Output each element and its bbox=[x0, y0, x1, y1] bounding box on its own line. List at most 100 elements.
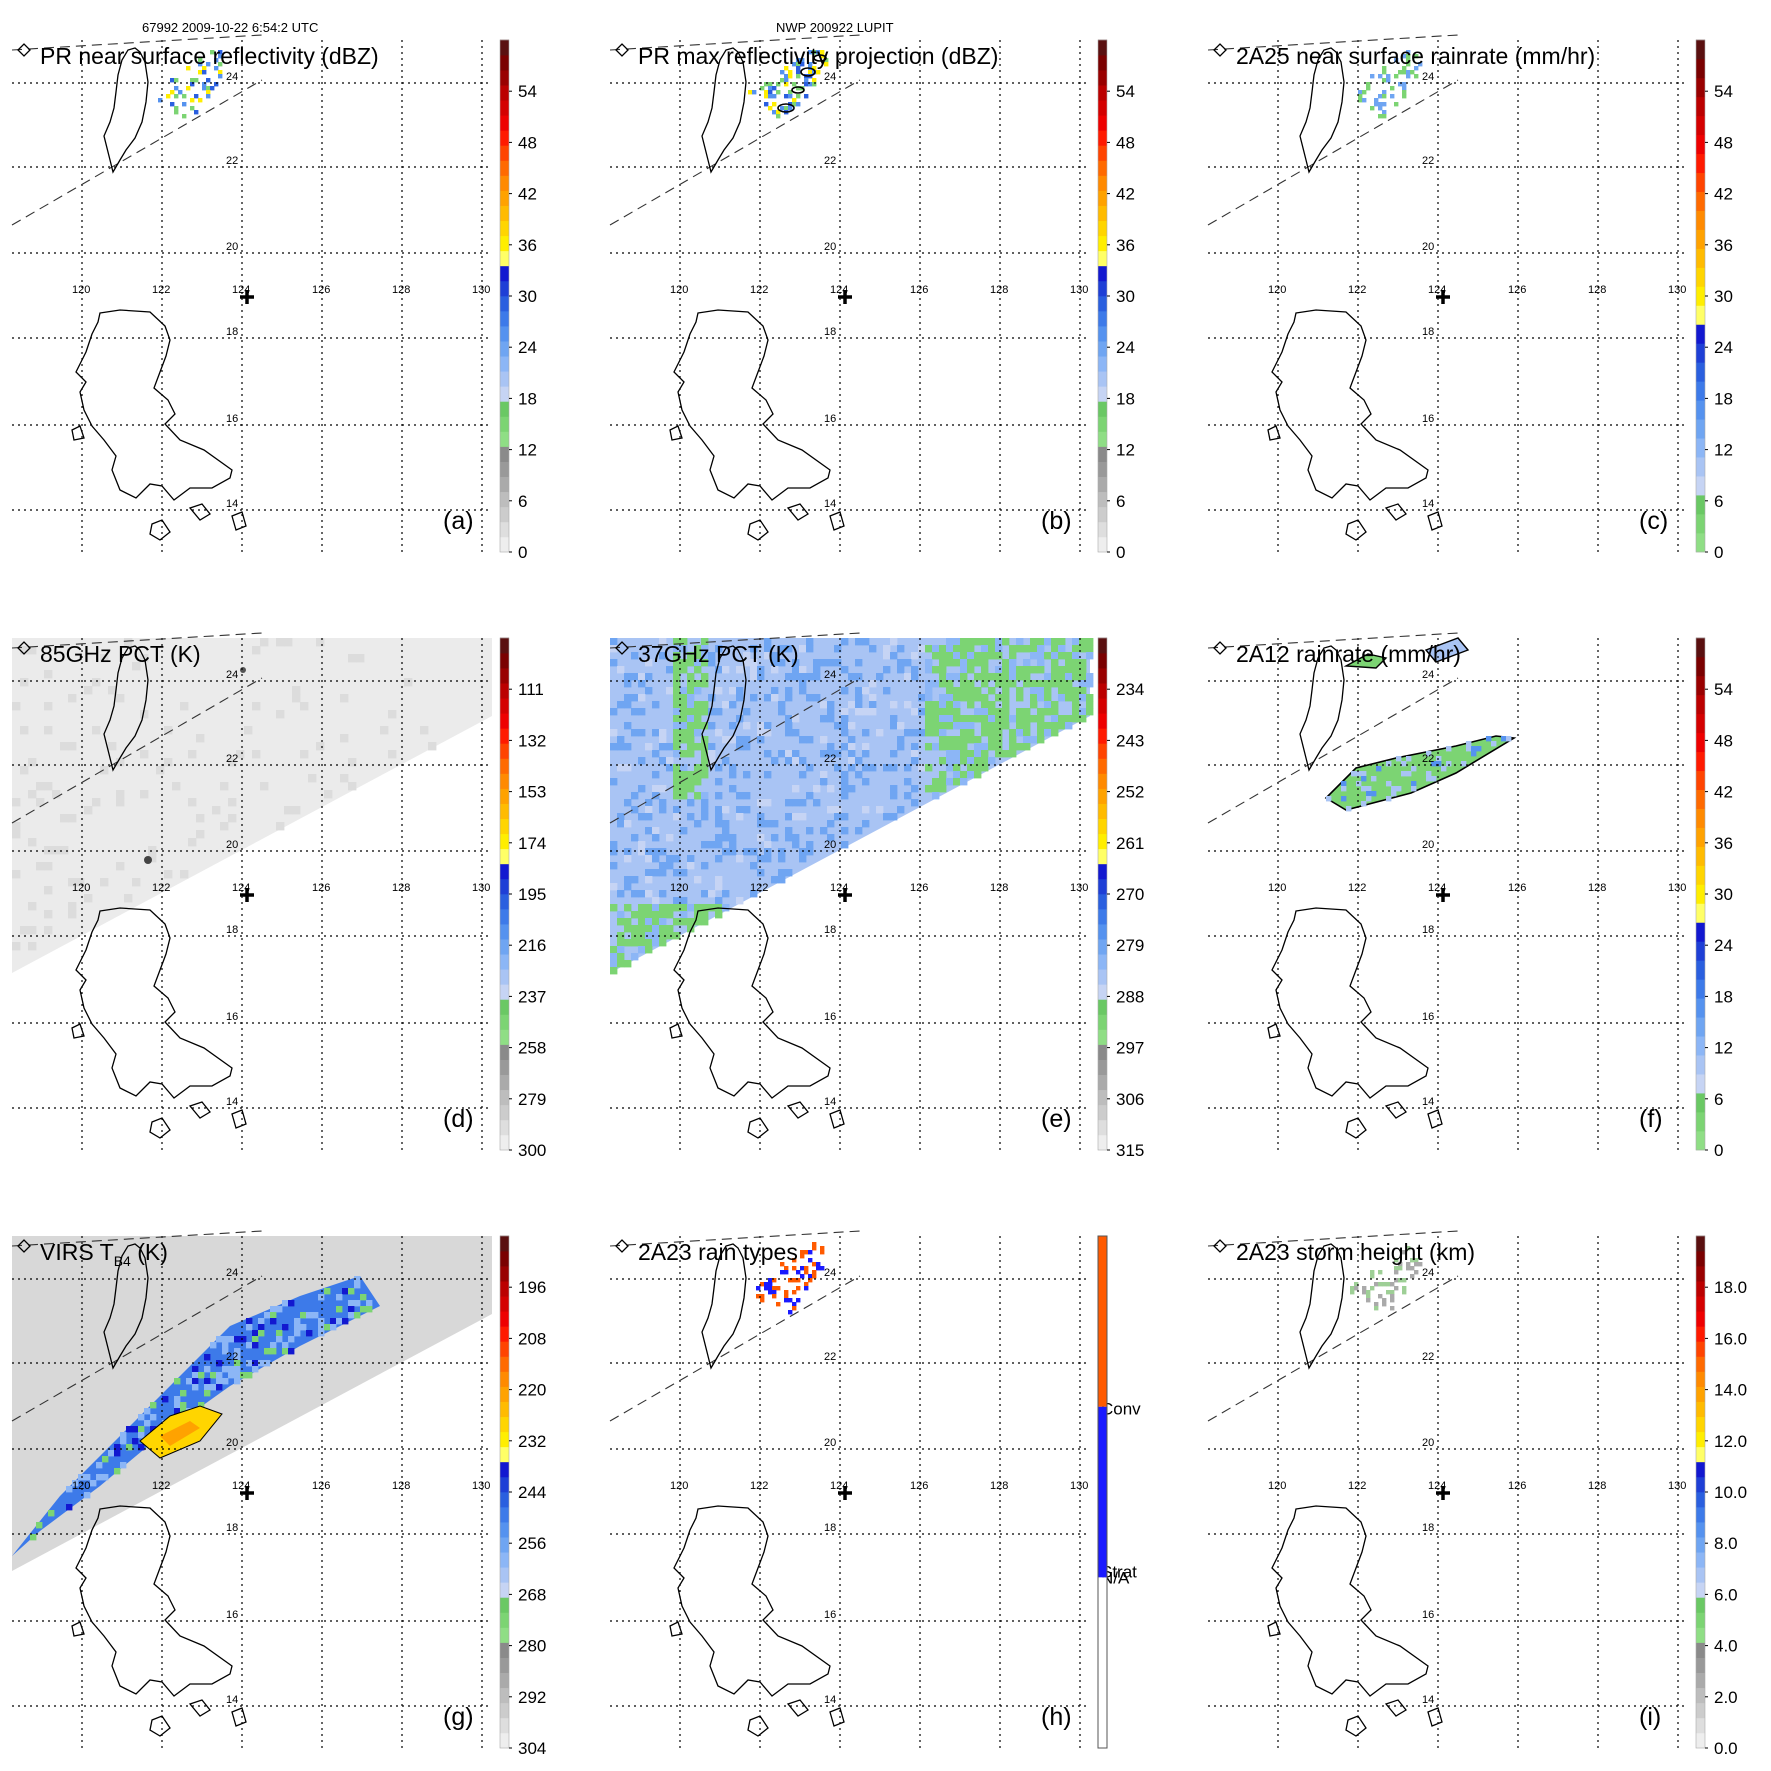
lat-label-24: 24 bbox=[226, 669, 238, 681]
data-cell bbox=[960, 729, 968, 737]
data-cell bbox=[1390, 1306, 1395, 1311]
colorbar-segment-29 bbox=[500, 99, 509, 116]
data-cell bbox=[939, 701, 947, 709]
data-cell bbox=[981, 757, 989, 765]
data-cell bbox=[981, 638, 989, 646]
data-cell bbox=[1382, 94, 1387, 99]
colorbar-label-9: 111 bbox=[518, 680, 544, 699]
lon-label-128: 128 bbox=[392, 882, 410, 894]
data-cell bbox=[799, 687, 807, 695]
colorbar-segment-24 bbox=[1098, 175, 1107, 191]
lat-label-20: 20 bbox=[1422, 839, 1434, 851]
colorbar-label-6: 36 bbox=[518, 236, 537, 255]
data-cell bbox=[960, 666, 968, 674]
lon-label-128: 128 bbox=[990, 284, 1008, 296]
colorbar-segment-21 bbox=[500, 818, 509, 835]
colorbar-segment-26 bbox=[1696, 39, 1705, 60]
data-cell bbox=[764, 855, 772, 863]
island-coastline-1 bbox=[786, 1101, 809, 1119]
data-cell bbox=[1361, 776, 1367, 782]
data-cell bbox=[216, 1378, 223, 1385]
data-cell bbox=[645, 890, 653, 898]
data-cell bbox=[776, 82, 781, 87]
lat-label-24: 24 bbox=[824, 1267, 836, 1279]
luzon-coastline bbox=[673, 309, 831, 501]
data-cell bbox=[28, 838, 37, 847]
data-cell bbox=[808, 1274, 813, 1279]
data-cell bbox=[1079, 638, 1087, 646]
data-cell bbox=[834, 750, 842, 758]
island-coastline-3 bbox=[71, 1621, 85, 1637]
data-cell bbox=[995, 708, 1003, 716]
data-cell bbox=[694, 918, 702, 926]
data-cell bbox=[785, 799, 793, 807]
data-cell bbox=[126, 1426, 133, 1433]
lat-label-18: 18 bbox=[1422, 1522, 1434, 1534]
data-cell bbox=[743, 771, 751, 779]
data-cell bbox=[736, 687, 744, 695]
data-cell bbox=[659, 729, 667, 737]
lon-label-126: 126 bbox=[312, 882, 330, 894]
data-cell bbox=[967, 736, 975, 744]
data-cell bbox=[148, 854, 157, 863]
colorbar-segment-14 bbox=[500, 1521, 509, 1538]
taiwan-coastline bbox=[701, 47, 747, 174]
data-cell bbox=[792, 62, 797, 67]
data-cell bbox=[743, 743, 751, 751]
colorbar-segment-15 bbox=[500, 310, 509, 327]
data-cell bbox=[981, 722, 989, 730]
data-cell bbox=[306, 1330, 313, 1337]
data-cell bbox=[953, 764, 961, 772]
data-cell bbox=[764, 652, 772, 660]
data-cell bbox=[808, 50, 813, 55]
colorbar-segment-1 bbox=[500, 1119, 509, 1136]
colorbar-label-0: 304 bbox=[518, 1739, 546, 1758]
storm-center-marker bbox=[838, 290, 852, 304]
data-cell bbox=[610, 862, 618, 870]
data-cell bbox=[1058, 638, 1066, 646]
colorbar-segment-3 bbox=[1098, 1089, 1107, 1106]
data-cell bbox=[784, 1270, 789, 1275]
data-cell bbox=[308, 774, 317, 783]
data-cell bbox=[981, 652, 989, 660]
data-cell bbox=[1079, 680, 1087, 688]
colorbar-segment-31 bbox=[1696, 1265, 1705, 1282]
data-cell bbox=[258, 1318, 265, 1325]
data-cell bbox=[796, 1298, 801, 1303]
data-cell bbox=[1366, 1294, 1371, 1299]
island-coastline-1 bbox=[1384, 1101, 1407, 1119]
colorbar-segment-30 bbox=[1696, 1280, 1705, 1297]
pr-swath-edge-north bbox=[1207, 34, 1459, 51]
data-cell bbox=[694, 778, 702, 786]
lon-label-120: 120 bbox=[670, 284, 688, 296]
data-cell bbox=[701, 771, 709, 779]
data-cell bbox=[780, 78, 785, 83]
data-cell bbox=[316, 742, 325, 751]
data-cell bbox=[68, 910, 77, 919]
data-cell bbox=[827, 806, 835, 814]
colorbar-segment-0 bbox=[1098, 1134, 1107, 1151]
data-cell bbox=[708, 743, 716, 751]
data-cell bbox=[1044, 638, 1052, 646]
data-cell bbox=[610, 953, 618, 961]
data-cell bbox=[694, 771, 702, 779]
data-cell bbox=[736, 694, 744, 702]
lon-label-122: 122 bbox=[750, 882, 768, 894]
data-cell bbox=[610, 708, 618, 716]
colorbar-label-0: 0 bbox=[518, 543, 527, 562]
data-cell bbox=[827, 701, 835, 709]
data-cell bbox=[1058, 722, 1066, 730]
data-cell bbox=[764, 771, 772, 779]
data-cell bbox=[132, 1438, 139, 1445]
data-cell bbox=[911, 750, 919, 758]
lat-label-20: 20 bbox=[824, 241, 836, 253]
island-coastline-0 bbox=[1345, 1715, 1367, 1737]
colorbar-segment-19 bbox=[1098, 250, 1107, 267]
data-cell bbox=[20, 678, 29, 687]
data-cell bbox=[772, 1290, 777, 1295]
colorbar-segment-12 bbox=[1696, 1551, 1705, 1568]
panel-title-subscript: B4 bbox=[114, 1253, 131, 1269]
